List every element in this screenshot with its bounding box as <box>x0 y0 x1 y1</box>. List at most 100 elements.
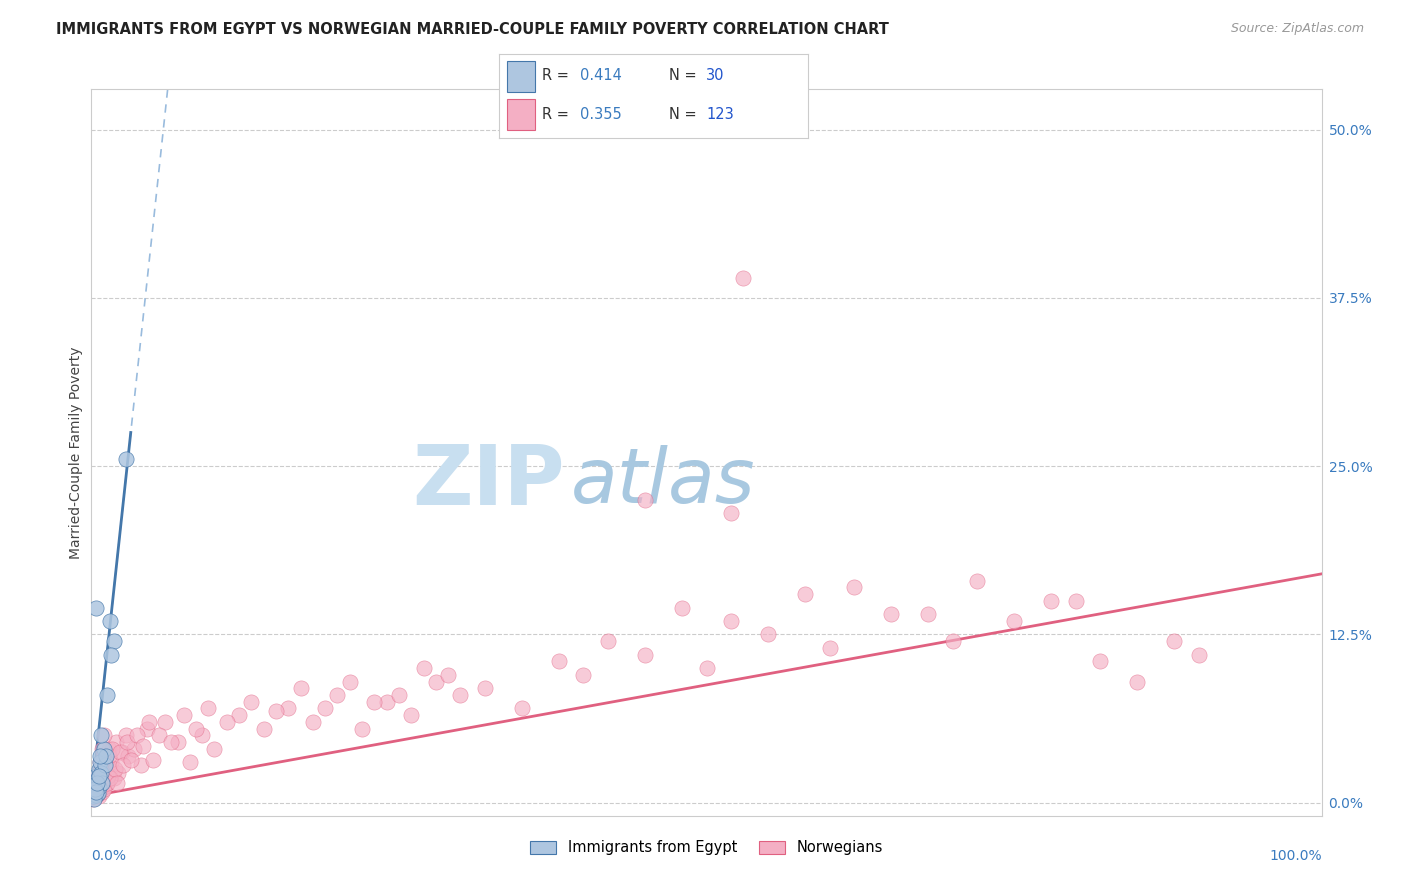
Point <box>94 748 117 763</box>
Point <box>83 786 105 800</box>
Point <box>166 735 188 749</box>
Point <box>84 788 107 802</box>
Point <box>179 756 201 770</box>
Point <box>720 506 742 520</box>
Point <box>87 785 110 799</box>
Point <box>301 714 323 729</box>
Point <box>89 756 111 770</box>
Point <box>86 786 108 800</box>
Point <box>793 587 815 601</box>
Point <box>572 668 595 682</box>
Text: IMMIGRANTS FROM EGYPT VS NORWEGIAN MARRIED-COUPLE FAMILY POVERTY CORRELATION CHA: IMMIGRANTS FROM EGYPT VS NORWEGIAN MARRI… <box>56 22 889 37</box>
Point <box>83 785 105 799</box>
Text: R =: R = <box>543 107 574 121</box>
Point <box>93 780 115 794</box>
Point <box>84 788 107 802</box>
Point <box>138 714 160 729</box>
Point <box>202 742 225 756</box>
Point <box>173 708 195 723</box>
Point <box>720 614 742 628</box>
Point <box>818 640 841 655</box>
Point <box>84 775 107 789</box>
Point <box>82 791 104 805</box>
Point <box>86 600 108 615</box>
Point <box>120 753 142 767</box>
Point <box>253 722 276 736</box>
Text: 0.414: 0.414 <box>579 69 621 84</box>
Point <box>87 769 110 783</box>
Point <box>86 775 108 789</box>
Point <box>135 722 157 736</box>
Point <box>83 789 105 803</box>
Point <box>82 785 104 799</box>
Y-axis label: Married-Couple Family Poverty: Married-Couple Family Poverty <box>69 346 83 559</box>
Point <box>86 769 108 783</box>
Point <box>399 708 422 723</box>
Point <box>93 782 115 797</box>
Point <box>87 786 110 800</box>
Point <box>966 574 988 588</box>
Text: N =: N = <box>669 107 702 121</box>
Point <box>105 775 128 789</box>
Point <box>1088 654 1111 668</box>
Point <box>111 745 134 759</box>
Point <box>114 452 138 467</box>
Point <box>90 762 112 776</box>
Point <box>96 775 118 789</box>
Point <box>101 742 124 756</box>
Point <box>87 762 110 776</box>
Point <box>634 492 657 507</box>
Point <box>290 681 312 696</box>
Point <box>89 748 111 763</box>
Point <box>96 769 117 783</box>
Point <box>87 772 110 786</box>
Point <box>326 688 349 702</box>
Point <box>474 681 496 696</box>
Point <box>90 728 112 742</box>
Point <box>96 688 118 702</box>
Point <box>87 775 110 789</box>
Point <box>86 772 108 786</box>
Point <box>86 769 108 783</box>
Point <box>124 742 146 756</box>
Point <box>1163 634 1185 648</box>
Point <box>87 769 110 783</box>
Point <box>86 782 108 797</box>
Point <box>314 701 336 715</box>
Point <box>191 728 214 742</box>
Point <box>86 788 108 802</box>
Point <box>86 775 108 789</box>
Text: 123: 123 <box>706 107 734 121</box>
Point <box>105 735 127 749</box>
Point <box>671 600 693 615</box>
Text: 100.0%: 100.0% <box>1270 849 1322 863</box>
Point <box>84 782 107 797</box>
Point <box>91 748 114 763</box>
Point <box>83 791 105 805</box>
Point <box>93 742 115 756</box>
Point <box>90 766 112 780</box>
Point <box>103 634 125 648</box>
Point <box>339 674 361 689</box>
Point <box>941 634 963 648</box>
Point <box>695 661 717 675</box>
FancyBboxPatch shape <box>508 99 534 130</box>
Text: N =: N = <box>669 69 702 84</box>
Point <box>91 785 114 799</box>
Point <box>412 661 434 675</box>
Point <box>842 580 865 594</box>
Point <box>89 789 111 803</box>
Point <box>125 728 148 742</box>
Point <box>83 780 105 794</box>
Point <box>87 783 110 797</box>
Point <box>596 634 619 648</box>
Point <box>548 654 571 668</box>
Point <box>91 762 114 776</box>
Point <box>1126 674 1149 689</box>
Point <box>917 607 939 622</box>
Point <box>103 772 125 786</box>
Point <box>100 648 122 662</box>
Point <box>86 775 108 789</box>
Point <box>82 790 104 805</box>
Point <box>197 701 219 715</box>
